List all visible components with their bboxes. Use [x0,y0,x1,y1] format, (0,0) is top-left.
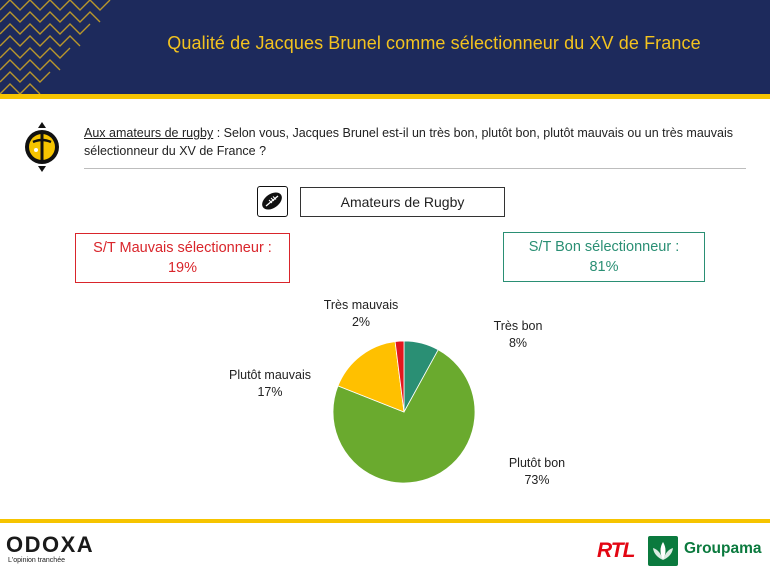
slice-plutot-mauvais [337,341,405,413]
slice-value-tres-mauvais: 2% [351,315,371,329]
header-accent-bar [0,94,770,99]
slice-category-plutot-bon: Plutôt bon [508,456,566,470]
summary-good-value: 81% [589,259,619,275]
odoxa-badge-icon [25,122,59,172]
slice-label-plutot-mauvais: Plutôt mauvais 17% [214,367,326,401]
groupama-logo-text: Groupama [684,540,762,557]
slice-value-plutot-bon: 73% [524,473,550,487]
slice-label-tres-mauvais: Très mauvais 2% [310,297,412,331]
page-title: Qualité de Jacques Brunel comme sélectio… [167,33,701,53]
slice-plutot-bon [332,349,476,484]
header-pattern [0,0,111,94]
header-banner: Qualité de Jacques Brunel comme sélectio… [0,0,770,94]
slice-label-plutot-bon: Plutôt bon 73% [494,455,580,489]
question-audience: Aux amateurs de rugby [84,126,214,140]
question-body: : Selon vous, Jacques Brunel est-il un t… [84,126,733,158]
summary-bad-box: S/T Mauvais sélectionneur : 19% [75,233,290,283]
summary-good-box: S/T Bon sélectionneur : 81% [503,232,705,282]
slice-category-tres-mauvais: Très mauvais [323,298,399,312]
odoxa-logo: ODOXA L'opinion tranchée [6,532,95,565]
summary-bad-value: 19% [167,260,198,276]
slice-value-tres-bon: 8% [508,336,528,350]
summary-good-label: S/T Bon sélectionneur : [528,239,680,255]
footer-accent-bar [0,519,770,523]
segment-label: Amateurs de Rugby [300,187,505,217]
odoxa-tagline: L'opinion tranchée [8,557,65,564]
question-text: Aux amateurs de rugby : Selon vous, Jacq… [84,124,744,160]
rugby-ball-icon [257,186,288,217]
slice-tres-mauvais [394,340,405,413]
slice-category-tres-bon: Très bon [493,319,543,333]
odoxa-brand: ODOXA [6,532,95,557]
divider [84,168,746,169]
slice-label-tres-bon: Très bon 8% [480,318,556,352]
rtl-logo: RTL [597,539,635,562]
groupama-leaf-icon [648,536,678,566]
slice-value-plutot-mauvais: 17% [257,385,283,399]
summary-bad-label: S/T Mauvais sélectionneur : [93,240,272,256]
slice-category-plutot-mauvais: Plutôt mauvais [229,368,311,382]
